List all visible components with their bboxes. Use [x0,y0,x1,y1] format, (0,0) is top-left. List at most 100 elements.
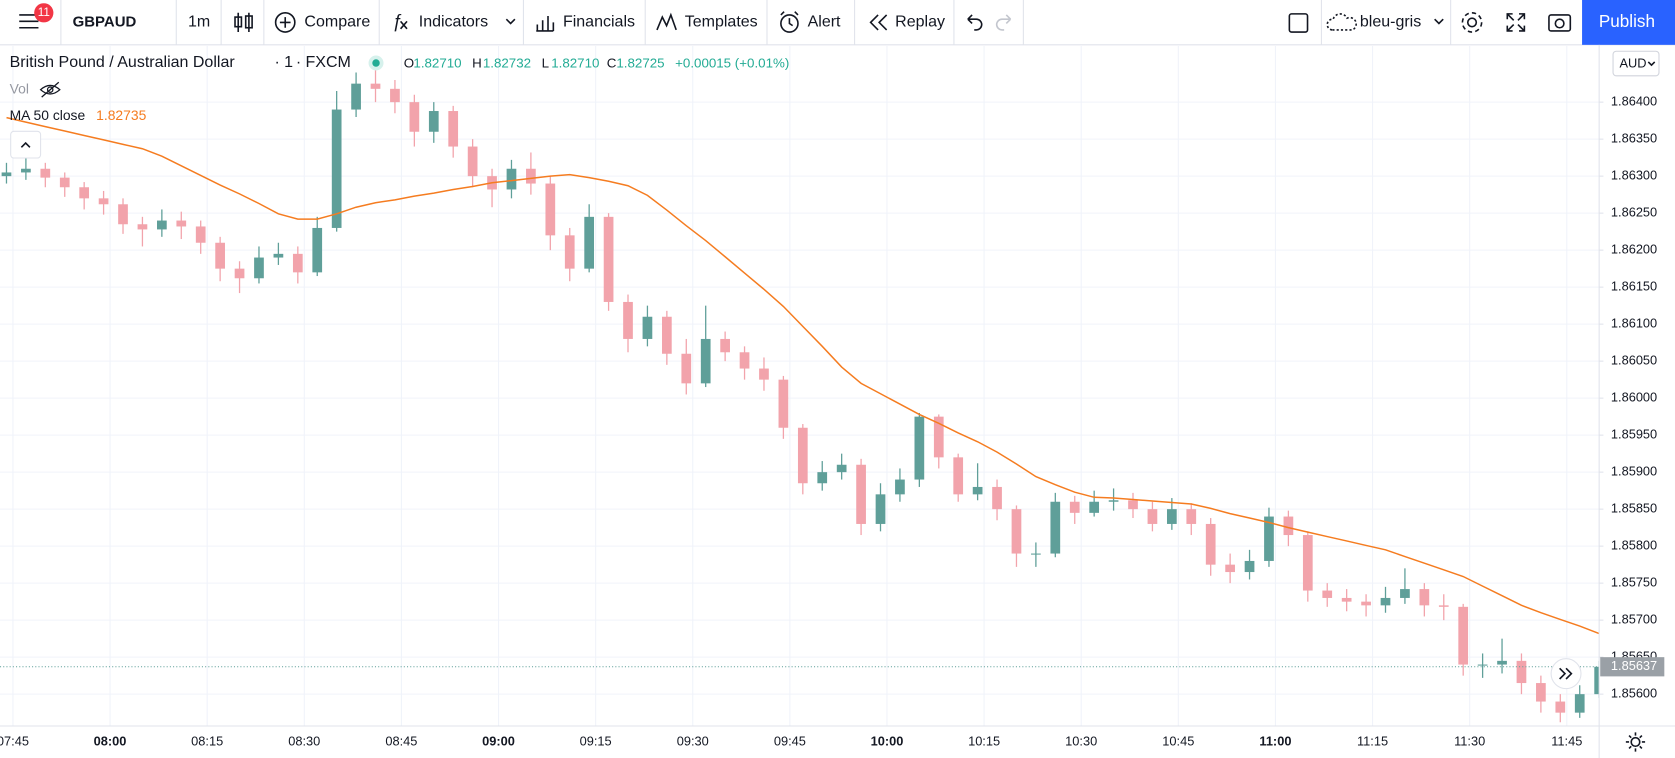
candle-body [59,177,70,188]
candle-body [584,216,595,269]
templates-button[interactable]: Templates [656,12,758,31]
alert-label: Alert [808,14,841,31]
y-tick-label: 1.86200 [1611,242,1657,257]
low-value: 1.82710 [551,56,599,71]
open-label: O [404,56,414,71]
layout-button[interactable]: bleu-gris [1326,13,1444,31]
y-tick-label: 1.85900 [1611,464,1657,479]
financials-label: Financials [563,14,635,31]
y-tick-label: 1.86100 [1611,316,1657,331]
candle-body [98,198,109,205]
x-tick-label: 11:00 [1259,733,1291,748]
y-tick-label: 1.86400 [1611,94,1657,109]
candle-body [817,472,828,484]
interval[interactable]: 1m [188,14,210,31]
time-settings-button[interactable] [1625,732,1646,752]
candle-body [914,416,925,480]
candle-body [1069,501,1080,513]
candle-body [875,494,886,524]
candle-body [1,172,12,177]
y-tick-label: 1.86150 [1611,279,1657,294]
scroll-to-realtime[interactable] [1550,658,1582,690]
x-tick-label: 08:00 [94,733,127,748]
y-tick-label: 1.86000 [1611,390,1657,405]
compare-button[interactable]: Compare [274,12,371,33]
ma-label: MA 50 close [10,107,86,123]
candle-body [700,338,711,384]
candle-body [564,235,575,269]
publish-button[interactable] [1582,0,1675,45]
indicators-label: Indicators [419,14,488,31]
candle-body [21,168,31,173]
candle-body [370,83,381,89]
candle-body [351,83,361,110]
redo-button[interactable] [995,14,1012,31]
candle-body [1244,560,1255,573]
candle-body [1400,589,1410,598]
menu-button[interactable]: 11 [19,3,54,29]
candle-body [1089,501,1100,513]
x-tick-label: 10:00 [871,733,904,748]
candle-body [1536,683,1546,702]
candle-body [1419,589,1430,606]
y-tick-label: 1.86250 [1611,205,1657,220]
x-tick-label: 09:00 [482,733,515,748]
candle-body [1497,660,1507,665]
candle-body [681,353,692,384]
fullscreen-button[interactable] [1506,13,1526,32]
screenshot-button[interactable] [1548,14,1572,32]
candle-body [1438,605,1449,607]
ma-value: 1.82735 [96,107,146,123]
x-tick-label: 10:30 [1065,733,1097,748]
indicators-button[interactable]: ƒ Indicators [392,11,516,31]
candle-body [1205,523,1216,565]
candle-body [992,486,1002,510]
x-tick-label: 09:45 [774,733,806,748]
financials-button[interactable]: Financials [536,14,635,32]
candle-body [1322,590,1333,598]
x-tick-label: 11:30 [1454,733,1485,748]
x-tick-label: 08:30 [288,733,320,748]
select-button[interactable] [1288,13,1309,33]
symbol[interactable]: GBPAUD [73,13,137,30]
hidden-eye[interactable] [39,81,61,98]
grid [0,45,1600,726]
toolbar [0,0,1675,45]
undo-button[interactable] [967,14,983,31]
chart-style-button[interactable] [234,12,253,33]
candle-body [40,168,51,178]
candle-body [972,486,983,495]
y-tick-label: 1.85950 [1611,427,1657,442]
candle-body [603,216,614,302]
instrument-name: British Pound / Australian Dollar [10,54,236,71]
close-value: 1.82725 [616,56,664,71]
candle-body [836,464,847,473]
currency-button[interactable]: AUD [1612,50,1660,77]
y-tick-label: 1.85850 [1611,501,1657,516]
candle-body [428,111,439,132]
candle-body [1341,597,1352,602]
candle-body [312,227,323,273]
candle-body [1108,500,1119,502]
badge [34,3,54,23]
moving-average [6,116,1600,635]
candle-body [1477,664,1488,666]
y-tick-label: 1.86300 [1611,168,1657,183]
candle-body [545,183,556,236]
candle-body [895,479,905,495]
candle-body [254,257,264,279]
candle-body [1264,516,1274,561]
candle-body [118,204,128,225]
x-tick-label: 11:15 [1357,733,1388,748]
change-value: +0.00015 (+0.01%) [675,56,789,71]
candle-body [623,301,633,339]
candle-body [739,352,750,369]
settings-button[interactable] [1461,12,1483,33]
plot-area [0,68,1600,723]
collapse-legend[interactable] [10,130,42,159]
replay-button[interactable]: Replay [869,14,945,31]
alert-button[interactable]: Alert [780,11,841,33]
candle-body [409,102,420,132]
